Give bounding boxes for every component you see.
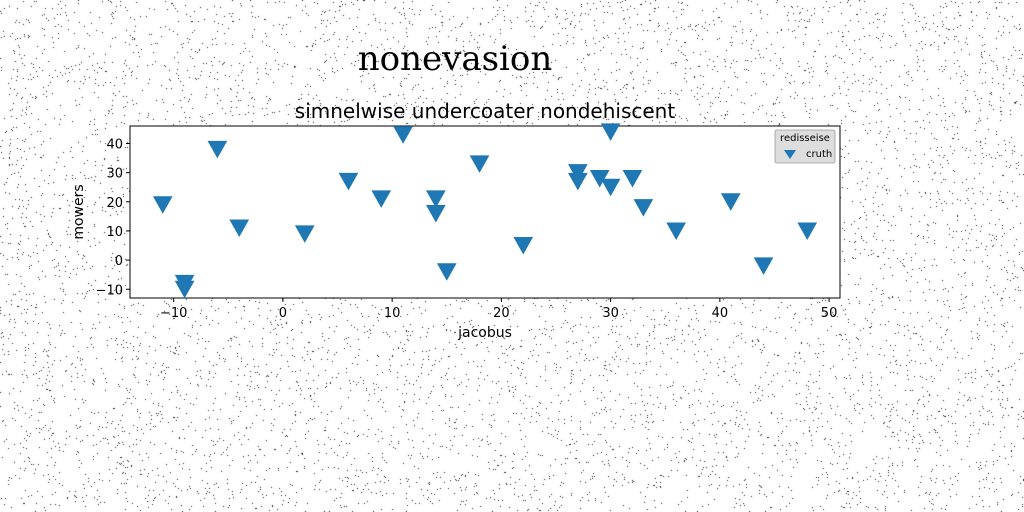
data-point (294, 225, 315, 243)
data-point (513, 237, 534, 255)
figure-suptitle: nonevasion (358, 39, 553, 79)
x-tick-label: 0 (279, 306, 287, 321)
data-point (371, 190, 392, 208)
data-point (436, 263, 457, 281)
data-point (152, 196, 173, 214)
legend-entry-label: cruth (806, 149, 832, 160)
y-axis-label: mowers (71, 184, 87, 239)
x-axis-label: jacobus (457, 325, 512, 341)
plot-area (129, 125, 841, 299)
y-tick-label: 40 (106, 137, 123, 152)
x-tick-label: 40 (712, 306, 729, 321)
data-point (622, 169, 643, 188)
data-point (229, 219, 250, 238)
data-point (567, 164, 588, 182)
data-point (633, 199, 654, 217)
legend: redisseise cruth (774, 129, 836, 164)
data-point (720, 193, 741, 211)
data-point (469, 155, 490, 173)
data-point (666, 222, 687, 240)
data-points (152, 123, 818, 299)
data-point (797, 222, 818, 240)
y-tick-label: 20 (106, 196, 123, 211)
data-point (338, 172, 359, 191)
data-point (600, 123, 621, 141)
data-point (589, 169, 610, 188)
x-tick-label: 10 (384, 306, 401, 321)
legend-marker-icon (784, 150, 796, 159)
y-tick-label: 0 (115, 254, 123, 269)
data-point (393, 126, 413, 144)
x-tick-label: −10 (160, 306, 187, 321)
x-tick-label: 30 (602, 306, 619, 321)
x-axis: −10 0 10 20 30 40 50 (160, 298, 837, 321)
x-tick-label: 50 (821, 306, 838, 321)
chart-title: simnelwise undercoater nondehiscent (295, 99, 676, 123)
x-tick-label: 20 (493, 306, 510, 321)
y-tick-label: −10 (96, 283, 123, 298)
data-point (425, 190, 446, 208)
data-point (600, 178, 621, 197)
data-point (207, 140, 228, 159)
y-axis: −10 0 10 20 30 40 (96, 137, 130, 298)
y-tick-label: 10 (106, 225, 123, 240)
legend-title: redisseise (780, 133, 830, 144)
data-point (174, 280, 195, 299)
data-point (567, 172, 588, 191)
y-tick-label: 30 (106, 167, 123, 182)
data-point (753, 257, 774, 275)
data-point (425, 204, 446, 223)
